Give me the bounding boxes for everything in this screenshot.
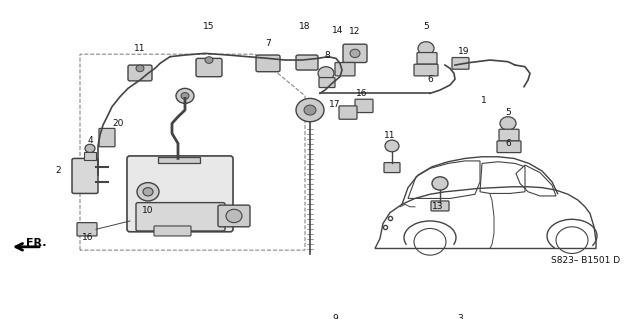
Text: 5: 5 <box>423 22 429 31</box>
Circle shape <box>296 98 324 122</box>
Text: 20: 20 <box>112 119 124 128</box>
Text: 10: 10 <box>142 206 154 215</box>
FancyBboxPatch shape <box>128 65 152 81</box>
Circle shape <box>304 105 316 115</box>
FancyBboxPatch shape <box>452 57 469 69</box>
FancyBboxPatch shape <box>343 44 367 63</box>
Text: 14: 14 <box>332 26 344 34</box>
Text: 12: 12 <box>349 27 361 36</box>
FancyBboxPatch shape <box>218 205 250 227</box>
FancyBboxPatch shape <box>497 141 521 152</box>
Circle shape <box>350 49 360 57</box>
FancyBboxPatch shape <box>417 53 437 64</box>
Circle shape <box>418 42 434 55</box>
Text: S823– B1501 D: S823– B1501 D <box>551 256 620 265</box>
FancyBboxPatch shape <box>99 129 115 147</box>
Text: 5: 5 <box>505 108 511 117</box>
FancyBboxPatch shape <box>355 99 373 113</box>
FancyBboxPatch shape <box>431 201 449 211</box>
Text: 9: 9 <box>332 314 338 319</box>
Circle shape <box>500 117 516 130</box>
FancyBboxPatch shape <box>499 129 519 141</box>
Circle shape <box>432 177 448 190</box>
Text: 17: 17 <box>329 100 340 109</box>
Text: 6: 6 <box>427 75 433 84</box>
Text: 16: 16 <box>83 233 93 242</box>
FancyBboxPatch shape <box>414 64 438 76</box>
Text: 18: 18 <box>300 22 311 31</box>
Circle shape <box>85 144 95 152</box>
Text: 4: 4 <box>87 136 93 145</box>
FancyBboxPatch shape <box>72 159 98 193</box>
Text: 16: 16 <box>356 89 368 98</box>
Text: 3: 3 <box>457 314 463 319</box>
FancyBboxPatch shape <box>319 78 335 87</box>
Text: 6: 6 <box>505 139 511 148</box>
FancyBboxPatch shape <box>296 55 318 70</box>
Circle shape <box>181 93 189 99</box>
Circle shape <box>205 57 213 63</box>
Circle shape <box>136 65 144 72</box>
Text: 7: 7 <box>265 39 271 48</box>
Text: 13: 13 <box>432 202 444 211</box>
FancyBboxPatch shape <box>136 203 225 231</box>
FancyBboxPatch shape <box>77 223 97 236</box>
FancyBboxPatch shape <box>339 106 357 119</box>
Bar <box>158 157 200 163</box>
FancyBboxPatch shape <box>127 156 233 232</box>
Text: 19: 19 <box>458 47 470 56</box>
Text: 11: 11 <box>134 44 146 53</box>
Text: FR.: FR. <box>26 238 46 248</box>
FancyBboxPatch shape <box>256 55 280 72</box>
Text: 15: 15 <box>204 22 215 31</box>
Circle shape <box>385 140 399 152</box>
Text: 2: 2 <box>55 167 61 175</box>
Circle shape <box>176 88 194 103</box>
Text: 8: 8 <box>324 50 330 60</box>
Circle shape <box>137 182 159 201</box>
Circle shape <box>226 209 242 223</box>
FancyBboxPatch shape <box>335 63 355 76</box>
Text: 11: 11 <box>384 130 396 140</box>
FancyBboxPatch shape <box>154 226 191 236</box>
Circle shape <box>143 188 153 196</box>
Text: 1: 1 <box>481 96 487 105</box>
Circle shape <box>318 67 334 80</box>
FancyBboxPatch shape <box>384 163 400 173</box>
FancyBboxPatch shape <box>196 58 222 77</box>
Bar <box>84 152 96 160</box>
